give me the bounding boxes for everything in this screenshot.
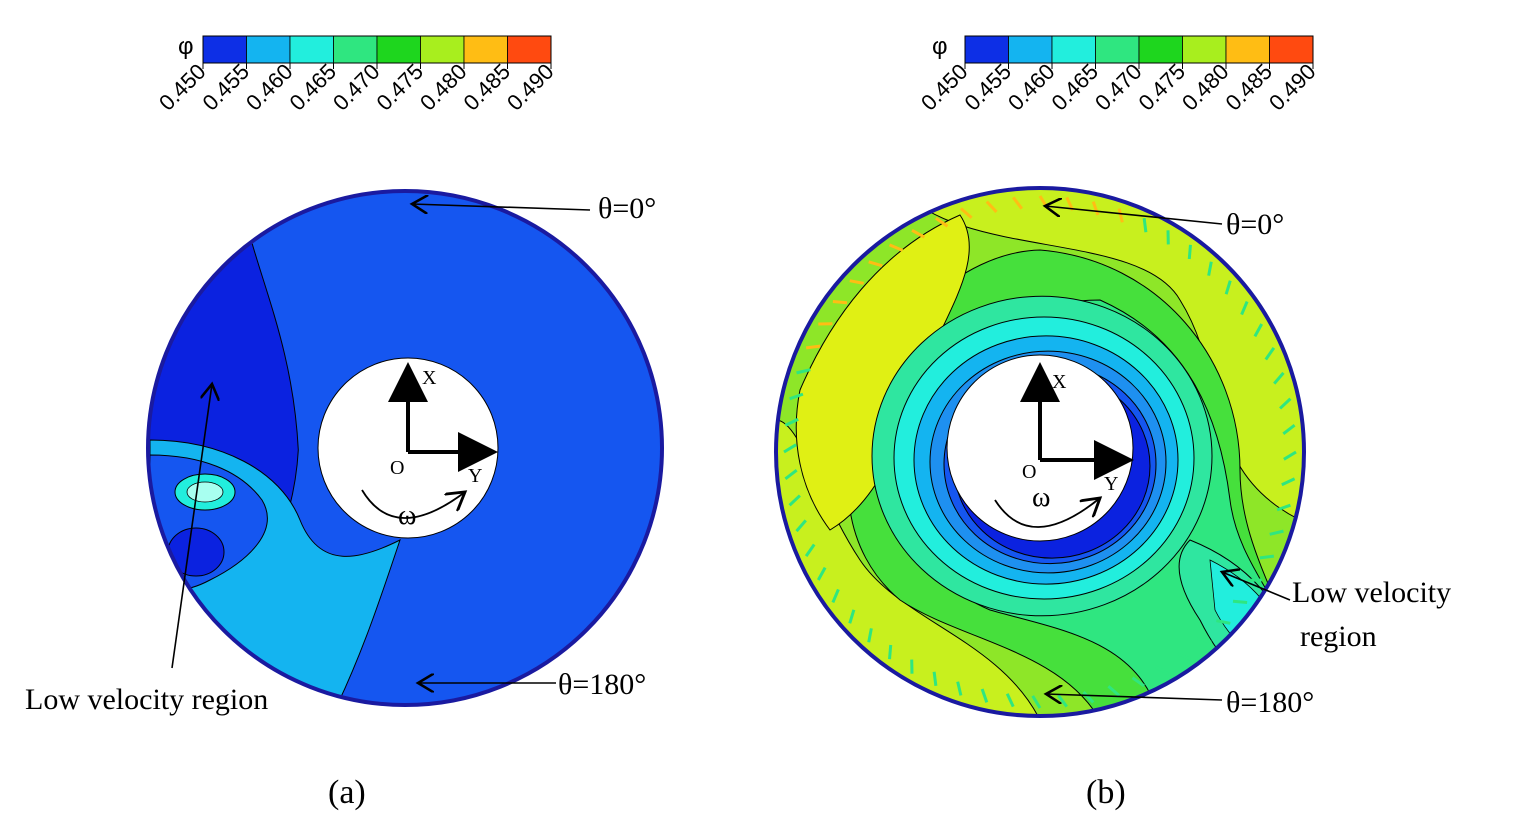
low-velocity-label-b-2: region [1300, 620, 1377, 653]
low-velocity-label-a: Low velocity region [25, 683, 268, 716]
colorbar-b-symbol: φ [932, 33, 948, 60]
colorbar-cell [246, 35, 291, 64]
theta180-label-a: θ=180° [558, 668, 646, 701]
colorbar-tick-label: 0.470 [1090, 59, 1147, 116]
colorbar-tick-label: 0.470 [328, 59, 385, 116]
colorbar-b: φ 0.4500.4550.4600.4650.4700.4750.4800.4… [916, 33, 1321, 115]
colorbar-cell [1269, 35, 1314, 64]
theta0-arrow-a [412, 204, 591, 210]
colorbar-cell [333, 35, 378, 64]
colorbar-tick-label: 0.460 [1003, 59, 1060, 116]
axis-x-label-b: X [1052, 371, 1067, 393]
theta0-label-b: θ=0° [1226, 208, 1284, 241]
panel-label-b: (b) [1086, 774, 1126, 811]
colorbar-a: φ 0.4500.4550.4600.4650.4700.4750.4800.4… [154, 33, 559, 115]
rotation-arrow-a [361, 489, 465, 519]
colorbar-tick-label: 0.450 [154, 59, 211, 116]
low-velocity-arrow-b [1222, 572, 1291, 601]
pocket-a3 [186, 481, 224, 503]
colorbar-cell [376, 35, 421, 64]
colorbar-tick-label: 0.455 [959, 59, 1016, 116]
rim-a [146, 189, 664, 707]
colorbar-tick-label: 0.450 [916, 59, 973, 116]
low-velocity-arrow-a [171, 384, 212, 669]
colorbar-tick-label: 0.490 [1264, 59, 1321, 116]
colorbar-tick-label: 0.485 [458, 59, 515, 116]
colorbar-tick-label: 0.465 [284, 59, 341, 116]
theta180-label-b: θ=180° [1226, 686, 1314, 719]
colorbar-cell [202, 35, 247, 64]
omega-label-a: ω [398, 500, 416, 531]
theta180-arrow-b [1046, 694, 1223, 700]
colorbar-tick-label: 0.480 [1177, 59, 1234, 116]
panel-a: φ 0.4500.4550.4600.4650.4700.4750.4800.4… [25, 33, 664, 811]
axis-y-label-a: Y [468, 465, 482, 487]
colorbar-a-symbol: φ [178, 33, 194, 60]
panel-b: φ 0.4500.4550.4600.4650.4700.4750.4800.4… [774, 33, 1451, 811]
rim-b [774, 186, 1306, 718]
colorbar-tick-label: 0.455 [197, 59, 254, 116]
omega-label-b: ω [1032, 482, 1050, 513]
colorbar-cell [1008, 35, 1053, 64]
origin-label-b: O [1022, 461, 1036, 483]
colorbar-cell [1051, 35, 1096, 64]
colorbar-tick-label: 0.485 [1220, 59, 1277, 116]
colorbar-cell [289, 35, 334, 64]
colorbar-cell [507, 35, 552, 64]
colorbar-tick-label: 0.465 [1046, 59, 1103, 116]
colorbar-tick-label: 0.490 [502, 59, 559, 116]
colorbar-cell [1095, 35, 1140, 64]
panel-label-a: (a) [328, 774, 366, 811]
origin-label-a: O [390, 457, 404, 479]
colorbar-cell [964, 35, 1009, 64]
low-velocity-label-b-1: Low velocity [1292, 576, 1451, 609]
theta0-label-a: θ=0° [598, 192, 656, 225]
colorbar-tick-label: 0.475 [1133, 59, 1190, 116]
colorbar-cell [1138, 35, 1183, 64]
colorbar-cell [1182, 35, 1227, 64]
colorbar-tick-label: 0.460 [241, 59, 298, 116]
axis-x-label-a: X [422, 367, 437, 389]
colorbar-tick-label: 0.480 [415, 59, 472, 116]
colorbar-cell [1225, 35, 1270, 64]
colorbar-cell [420, 35, 465, 64]
axis-y-label-b: Y [1104, 473, 1118, 495]
rotation-arrow-b [994, 498, 1100, 528]
colorbar-cell [463, 35, 508, 64]
theta0-arrow-b [1045, 206, 1223, 225]
colorbar-tick-label: 0.475 [371, 59, 428, 116]
